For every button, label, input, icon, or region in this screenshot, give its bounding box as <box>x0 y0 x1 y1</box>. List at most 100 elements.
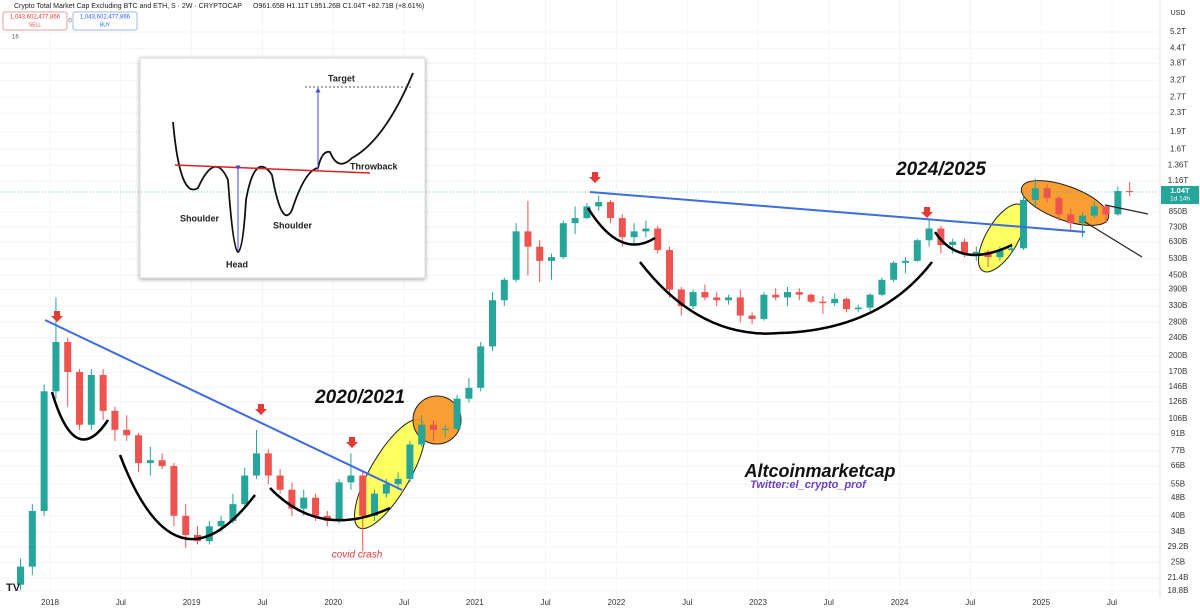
candle-body <box>300 497 308 509</box>
candle-body <box>1008 248 1016 251</box>
candle-body <box>1102 206 1110 215</box>
candle-body <box>418 424 426 445</box>
candle-body <box>312 497 320 516</box>
ohlc-header: O961.65B H1.11T L951.26B C1.04T +82.71B … <box>253 3 424 10</box>
candle-body <box>489 300 497 347</box>
arc <box>933 231 1013 257</box>
chart-title: Crypto Total Market Cap Excluding BTC an… <box>14 3 242 10</box>
y-tick-label: 66B <box>1171 461 1185 470</box>
x-tick-label: Jul <box>1107 598 1117 607</box>
candle-body <box>783 292 791 298</box>
candle-body <box>654 228 662 251</box>
candle-body <box>229 504 237 521</box>
y-tick-label: 450B <box>1169 270 1188 279</box>
candle-body <box>595 202 603 207</box>
buy-button[interactable] <box>72 11 138 31</box>
x-tick-label: 2021 <box>466 598 484 607</box>
arc <box>50 391 110 441</box>
sell-button[interactable] <box>2 11 68 31</box>
candle-body <box>866 294 874 308</box>
inset-label: Head <box>226 259 248 269</box>
y-tick-label: 390B <box>1169 285 1188 294</box>
y-tick-label: 18.8B <box>1168 586 1189 595</box>
candle-body <box>701 292 709 298</box>
candle-body <box>465 387 473 399</box>
candle-body <box>607 202 615 219</box>
candle-body <box>441 428 449 430</box>
y-tick-label: 21.4B <box>1168 573 1189 582</box>
arrow <box>255 404 267 415</box>
axes: 5.2T 4.4T 3.8T 3.2T 2.7T 2.3T 1.9T 1.6T 1.36T 1.1… <box>0 27 1199 607</box>
y-tick-label: 1.6T <box>1170 144 1186 153</box>
y-tick-label: 850B <box>1169 207 1188 216</box>
candle-body <box>1126 191 1134 193</box>
candle-body <box>111 410 119 430</box>
candle-body <box>146 460 154 464</box>
candle-body <box>276 475 284 490</box>
arc <box>586 207 656 246</box>
candle-body <box>666 250 674 290</box>
candle-body <box>1019 199 1027 249</box>
candle-body <box>713 297 721 301</box>
twitter: Twitter:el_crypto_prof <box>750 479 867 491</box>
currency: USD <box>1171 10 1186 17</box>
candle-body <box>677 289 685 307</box>
candle-body <box>1090 206 1098 216</box>
x-tick-label: 2022 <box>608 598 626 607</box>
y-tick-label: 1.36T <box>1168 160 1189 169</box>
candle-body <box>548 257 556 261</box>
candle-body <box>972 251 980 254</box>
inset-box <box>139 57 426 279</box>
y-tick-label: 170B <box>1169 367 1188 376</box>
candles <box>17 178 1134 590</box>
inset-label: Shoulder <box>180 213 219 223</box>
arrow <box>51 311 63 322</box>
y-tick-label: 48B <box>1171 493 1185 502</box>
candle-body <box>937 228 945 246</box>
arc <box>118 454 256 541</box>
sell-label: SELL <box>29 22 41 28</box>
spread: 0 <box>68 19 72 25</box>
y-tick-label: 91B <box>1171 429 1185 438</box>
y-tick-label: 55B <box>1171 479 1185 488</box>
candle-body <box>335 482 343 521</box>
candle-body <box>217 520 225 527</box>
arrow <box>346 437 358 448</box>
candle-body <box>17 566 25 585</box>
candle-body <box>453 398 461 429</box>
annotation: covid crash <box>332 550 383 561</box>
annotation: 2024/2025 <box>895 159 986 180</box>
candle-body <box>347 475 355 483</box>
candle-body <box>842 298 850 310</box>
candle-body <box>960 241 968 254</box>
y-tick-label: 200B <box>1169 351 1188 360</box>
y-tick-label: 280B <box>1169 318 1188 327</box>
inset: Target Throwback Shoulder Head Shoulder <box>139 57 426 279</box>
candle-body <box>64 341 72 373</box>
y-tick-label: 3.2T <box>1170 75 1186 84</box>
y-tick-label: 29.2B <box>1168 542 1189 551</box>
candle-body <box>618 218 626 238</box>
candle-body <box>477 346 485 388</box>
price-tag <box>1161 185 1199 204</box>
candle-body <box>52 341 60 392</box>
arcs <box>50 207 1013 541</box>
sell-price: 1,043,602,477,866 <box>10 15 61 21</box>
y-tick-label: 240B <box>1169 333 1188 342</box>
candle-body <box>288 489 296 509</box>
y-tick-label: 3.8T <box>1170 58 1186 67</box>
candle-body <box>1043 188 1051 198</box>
price-tag-label: 1.04T <box>1170 186 1190 195</box>
candle-body <box>795 292 803 295</box>
candle-body <box>760 294 768 319</box>
x-tick-label: Jul <box>399 598 409 607</box>
inset-label: Shoulder <box>273 220 312 230</box>
candle-body <box>371 493 379 516</box>
candle-body <box>135 435 143 464</box>
x-tick-label: 2020 <box>324 598 342 607</box>
candle-body <box>99 374 107 411</box>
candle-body <box>901 260 909 263</box>
candle-body <box>382 484 390 494</box>
